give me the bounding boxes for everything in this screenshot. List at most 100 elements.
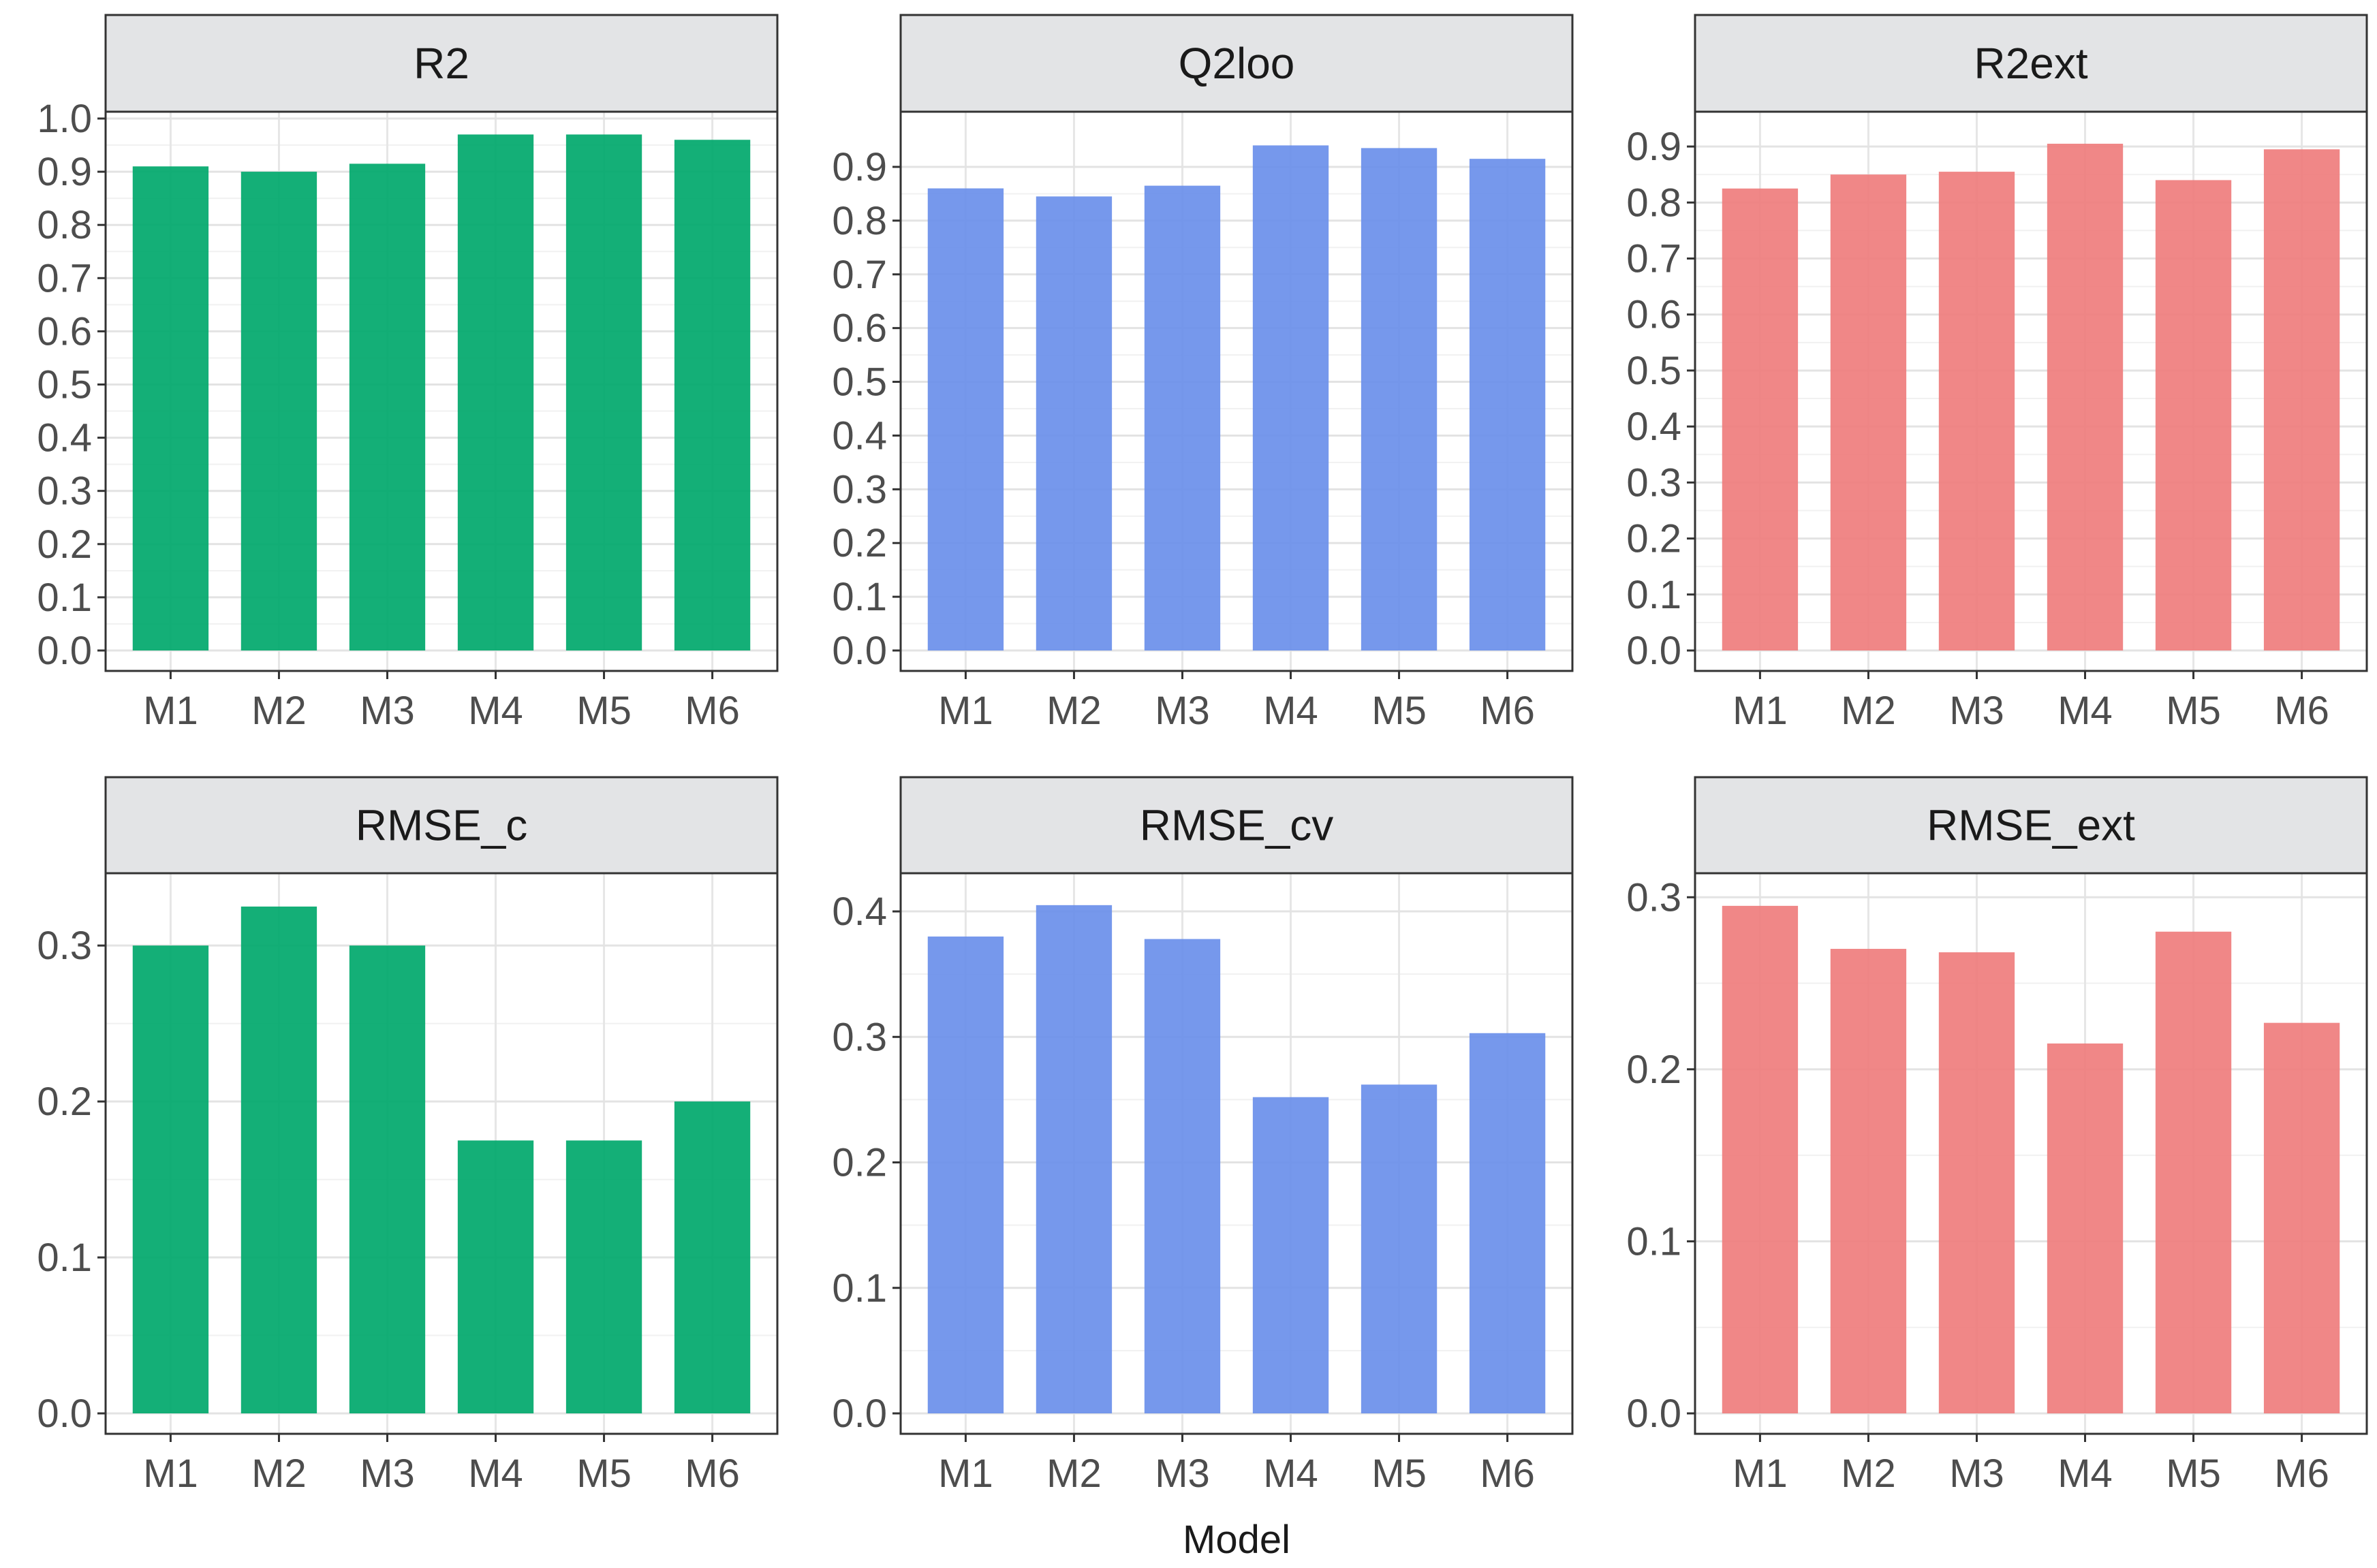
y-tick-label: 0.8 [37, 203, 92, 247]
panel-r2: R2 0.0 0.1 0.2 0.3 0.4 0.5 0.6 0.7 0.8 0.9 1.0 M1 M2 M… [37, 14, 779, 733]
panel-q2loo: Q2loo 0.0 0.1 0.2 0.3 0.4 0.5 0.6 0.7 0.8 0.9 M1 M2 M… [832, 14, 1574, 733]
x-tick-label: M4 [2057, 689, 2113, 733]
y-tick-label: 0.2 [832, 521, 887, 565]
facet-title: R2ext [1974, 39, 2087, 88]
y-tick-label: 0.2 [832, 1141, 887, 1185]
y-tick-label: 0.9 [1626, 125, 1681, 169]
y-tick-label: 0.3 [37, 469, 92, 514]
plot-background [106, 873, 777, 1434]
y-tick-label: 0.5 [37, 363, 92, 407]
bar-m6 [1469, 1033, 1546, 1413]
y-tick-label: 0.3 [1626, 875, 1681, 920]
y-tick-label: 0.1 [832, 575, 887, 619]
x-tick-label: M1 [143, 689, 198, 733]
y-tick-label: 0.0 [37, 629, 92, 673]
y-tick-label: 0.9 [37, 150, 92, 194]
facet-strip [899, 14, 1574, 113]
bar-m6 [2263, 149, 2340, 650]
y-tick-label: 0.9 [832, 145, 887, 189]
x-tick-label: M6 [2274, 689, 2329, 733]
bar-m3 [1144, 185, 1221, 651]
x-tick-label: M4 [468, 1452, 523, 1496]
facet-strip [1694, 14, 2368, 113]
bar-m2 [1830, 949, 1907, 1413]
y-tick-label: 0.2 [37, 1080, 92, 1124]
x-tick-label: M4 [468, 689, 523, 733]
bar-m1 [1722, 188, 1799, 650]
y-tick-label: 0.1 [1626, 1219, 1681, 1264]
x-tick-label: M3 [360, 1452, 415, 1496]
bar-m4 [1252, 1097, 1329, 1413]
bar-m6 [674, 1101, 751, 1413]
x-tick-label: M5 [1371, 1452, 1427, 1496]
y-tick-label: 0.0 [37, 1392, 92, 1436]
bar-m6 [2263, 1022, 2340, 1413]
bar-m2 [240, 172, 317, 651]
y-tick-label: 0.8 [832, 199, 887, 243]
panel-rmse-ext: RMSE_ext 0.0 0.1 0.2 0.3 M1 M2 M3 M4 M5 M6 [1626, 776, 2368, 1496]
facet-title: R2 [414, 39, 469, 88]
x-tick-label: M2 [1841, 1452, 1896, 1496]
x-tick-label: M2 [1046, 689, 1102, 733]
bar-m4 [457, 134, 534, 650]
facet-title: RMSE_cv [1140, 801, 1334, 850]
bar-m3 [349, 945, 426, 1413]
bar-m3 [1938, 952, 2015, 1413]
facet-title: RMSE_c [356, 801, 528, 850]
bar-m5 [2155, 931, 2232, 1413]
y-tick-label: 0.4 [832, 890, 887, 934]
x-tick-label: M5 [1371, 689, 1427, 733]
bar-m5 [565, 1140, 642, 1413]
x-tick-label: M4 [2057, 1452, 2113, 1496]
y-tick-label: 0.7 [37, 256, 92, 300]
y-tick-label: 0.5 [832, 360, 887, 405]
y-tick-label: 0.0 [1626, 1392, 1681, 1436]
bar-m4 [2047, 1043, 2124, 1413]
plot-background [901, 873, 1572, 1434]
bar-m5 [1361, 1084, 1438, 1413]
panel-border [899, 872, 1574, 1435]
y-tick-label: 0.6 [37, 309, 92, 354]
bar-m6 [674, 140, 751, 651]
bar-m2 [1036, 196, 1113, 650]
bar-m2 [1830, 174, 1907, 650]
bar-m1 [927, 188, 1004, 650]
bar-m3 [349, 163, 426, 650]
panel-border [899, 110, 1574, 672]
y-tick-label: 0.3 [37, 924, 92, 968]
facet-title: Q2loo [1179, 39, 1295, 88]
plot-background [1695, 112, 2367, 671]
bar-m4 [1252, 145, 1329, 650]
x-tick-label: M2 [1046, 1452, 1102, 1496]
x-tick-label: M3 [1155, 1452, 1210, 1496]
y-tick-label: 0.0 [832, 629, 887, 673]
x-tick-label: M2 [1841, 689, 1896, 733]
plot-background [901, 112, 1572, 671]
facet-title: RMSE_ext [1927, 801, 2135, 850]
panel-border [104, 872, 779, 1435]
x-tick-label: M2 [251, 1452, 307, 1496]
facet-strip [899, 776, 1574, 875]
x-tick-label: M4 [1263, 689, 1318, 733]
bar-m4 [457, 1140, 534, 1413]
y-tick-label: 0.1 [37, 576, 92, 620]
y-tick-label: 0.2 [37, 522, 92, 567]
y-tick-label: 0.3 [1626, 460, 1681, 505]
x-tick-label: M3 [1155, 689, 1210, 733]
x-tick-label: M1 [938, 689, 993, 733]
y-tick-label: 0.0 [1626, 629, 1681, 673]
bar-m5 [1361, 148, 1438, 650]
y-tick-label: 0.6 [832, 307, 887, 351]
panel-border [1694, 872, 2368, 1435]
x-tick-label: M4 [1263, 1452, 1318, 1496]
x-tick-label: M1 [1733, 1452, 1788, 1496]
x-axis-label: Model [1183, 1518, 1290, 1562]
x-tick-label: M1 [1733, 689, 1788, 733]
bar-m5 [2155, 180, 2232, 650]
panel-rmse-cv: RMSE_cv 0.0 0.1 0.2 0.3 0.4 M1 M2 M3 M4 M5 M6 [832, 776, 1574, 1496]
y-tick-label: 0.4 [1626, 405, 1681, 449]
x-tick-label: M6 [685, 689, 740, 733]
y-tick-label: 1.0 [37, 97, 92, 141]
facet-strip [104, 776, 779, 875]
